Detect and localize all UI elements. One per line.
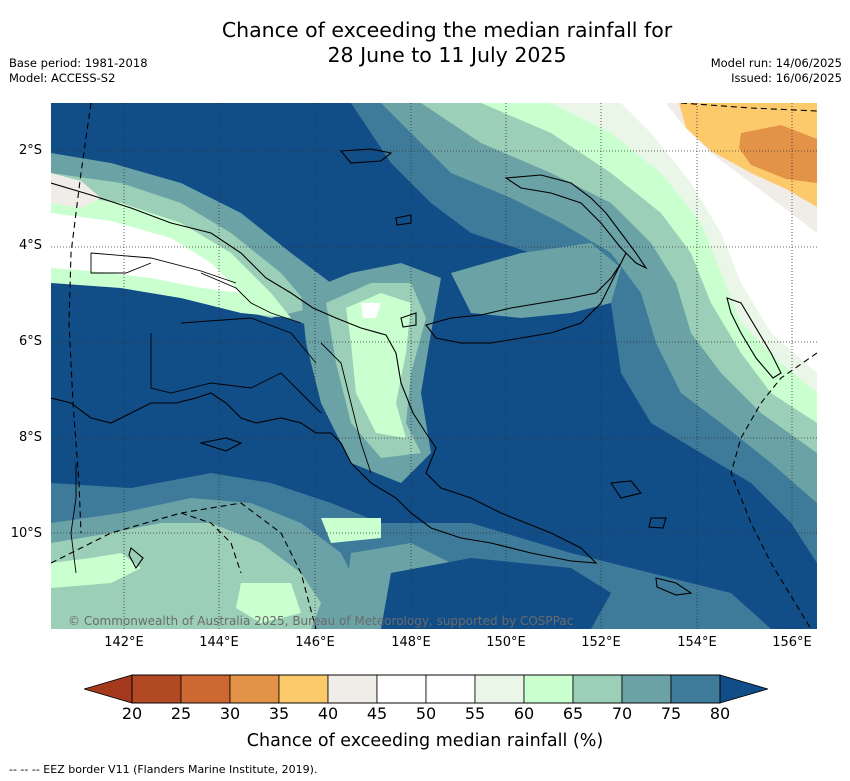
eez-gulf (180, 512, 242, 574)
eez-footnote: -- -- -- EEZ border V11 (Flanders Marine… (9, 763, 318, 776)
lon-label-148e: 148°E (391, 635, 431, 650)
lon-label-150e: 150°E (486, 635, 526, 650)
coastline-bougainville (726, 297, 782, 379)
eez-south (51, 502, 317, 629)
lat-label-10s: 10°S (10, 526, 42, 541)
contour-south-60 (51, 518, 381, 623)
colorbar-tick-label: 30 (219, 704, 241, 723)
eez-southeast (730, 352, 817, 629)
lat-label-8s: 8°S (18, 430, 42, 445)
coastline-new-ireland (504, 174, 648, 270)
coastline-garove (395, 214, 412, 226)
map-gridlines (51, 103, 817, 629)
colorbar-segment (229, 674, 280, 704)
colorbar-segment (621, 674, 672, 704)
copyright-notice: © Commonwealth of Australia 2025, Bureau… (68, 614, 574, 628)
province-borders (70, 252, 372, 574)
model-run: Model run: 14/06/2025 (710, 56, 842, 70)
lon-label-142e: 142°E (104, 635, 144, 650)
colorbar-under-arrow (84, 674, 133, 704)
lon-label-146e: 146°E (295, 635, 335, 650)
colorbar-tick-label: 50 (415, 704, 437, 723)
colorbar-segment (327, 674, 378, 704)
lon-label-154e: 154°E (677, 635, 717, 650)
meta-left: Base period: 1981-2018 Model: ACCESS-S2 (9, 56, 148, 86)
coastline-dentrecasteaux (610, 480, 667, 529)
colorbar-segment (425, 674, 476, 704)
colorbar-segment (474, 674, 525, 704)
lon-label-144e: 144°E (199, 635, 239, 650)
colorbar-title: Chance of exceeding median rainfall (%) (246, 731, 604, 751)
colorbar-segments (131, 674, 721, 704)
model-name: Model: ACCESS-S2 (9, 71, 116, 85)
colorbar-over-arrow (719, 674, 768, 704)
colorbar-tick-label: 60 (513, 704, 535, 723)
lat-label-2s: 2°S (18, 143, 42, 158)
colorbar-tick-label: 35 (268, 704, 290, 723)
colorbar-segment (131, 674, 182, 704)
lat-label-4s: 4°S (18, 238, 42, 253)
colorbar-tick-label: 25 (170, 704, 192, 723)
coastline-torres (128, 547, 144, 570)
contour-se-80 (381, 558, 611, 629)
meta-right: Model run: 14/06/2025 Issued: 16/06/2025 (711, 56, 842, 86)
contour-central-50 (361, 303, 381, 318)
map-title: Chance of exceeding the median rainfall … (0, 18, 850, 68)
coastline-daru-reef (198, 437, 243, 452)
colorbar-tick-label: 75 (660, 704, 682, 723)
colorbar-segment (180, 674, 231, 704)
contour-east-30 (739, 125, 817, 183)
colorbar-frame (131, 674, 721, 704)
colorbar-tick-label: 45 (366, 704, 388, 723)
eez-borders (51, 103, 817, 629)
colorbar-segment (523, 674, 574, 704)
coastline-manus (339, 148, 393, 164)
lon-label-156e: 156°E (772, 635, 812, 650)
lat-label-6s: 6°S (18, 334, 42, 349)
title-line-1: Chance of exceeding the median rainfall … (221, 18, 673, 42)
coastline-umboi (400, 312, 417, 328)
issued-date: Issued: 16/06/2025 (731, 71, 842, 85)
colorbar-tick-label: 40 (317, 704, 339, 723)
colorbar-tick-label: 70 (611, 704, 633, 723)
colorbar-tick-label: 55 (464, 704, 486, 723)
contour-bismarck-70 (451, 243, 621, 318)
colorbar-tick-label: 65 (562, 704, 584, 723)
coastline-new-guinea (51, 182, 598, 564)
eez-northeast (680, 103, 817, 112)
colorbar (84, 674, 768, 704)
contour-nw-50 (51, 213, 241, 293)
lon-label-152e: 152°E (581, 635, 621, 650)
colorbar-segment (670, 674, 721, 704)
colorbar-segment (278, 674, 329, 704)
map-panel (51, 103, 817, 629)
colorbar-segment (572, 674, 623, 704)
coastline-louisiade (655, 577, 693, 596)
colorbar-tick-label: 20 (121, 704, 143, 723)
contour-central-60 (346, 293, 411, 438)
title-line-2: 28 June to 11 July 2025 (327, 43, 567, 67)
colorbar-segment (376, 674, 427, 704)
base-period: Base period: 1981-2018 (9, 56, 148, 70)
coastlines (51, 148, 782, 596)
eez-west (68, 103, 92, 534)
colorbar-tick-label: 80 (709, 704, 731, 723)
rainfall-probability-map (51, 103, 817, 629)
